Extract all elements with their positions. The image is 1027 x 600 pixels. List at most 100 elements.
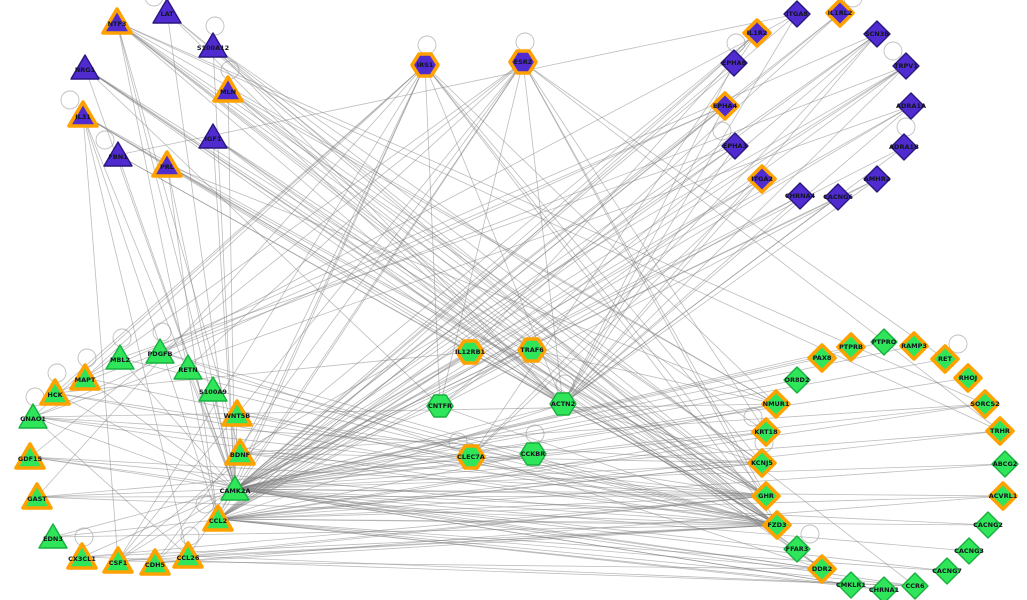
node-gnao1[interactable] bbox=[18, 403, 48, 429]
node-mbl2[interactable] bbox=[105, 344, 135, 370]
edge-hck-camk2a bbox=[54, 392, 236, 490]
triangle-node-shape bbox=[224, 438, 256, 466]
node-bdnf[interactable] bbox=[224, 438, 256, 466]
node-adra1a[interactable] bbox=[897, 92, 925, 120]
node-esr2[interactable] bbox=[508, 49, 538, 75]
node-rhoj[interactable] bbox=[953, 363, 983, 393]
edge-adra1a-actn2 bbox=[562, 105, 912, 405]
node-ramp3[interactable] bbox=[899, 331, 929, 361]
self-loop-epha3 bbox=[712, 121, 732, 141]
node-cdh5[interactable] bbox=[139, 548, 171, 576]
edge-adra1b-camk2a bbox=[234, 146, 905, 490]
edge-scn3b-clec7a bbox=[470, 33, 878, 458]
node-s100a12[interactable] bbox=[198, 32, 228, 58]
node-itga8[interactable] bbox=[783, 0, 811, 28]
node-traf6[interactable] bbox=[517, 337, 547, 363]
edge-esr2-ccl2 bbox=[217, 61, 524, 520]
node-hck[interactable] bbox=[39, 378, 71, 406]
edge-scn3b-mapt bbox=[84, 33, 878, 379]
node-ptprb[interactable] bbox=[836, 332, 866, 362]
node-cacng3[interactable] bbox=[955, 537, 983, 565]
node-irs1[interactable] bbox=[410, 52, 440, 78]
node-camk2a[interactable] bbox=[220, 475, 250, 501]
node-ccr6[interactable] bbox=[901, 572, 929, 600]
edge-itga8-actn2 bbox=[562, 13, 798, 405]
node-trhr[interactable] bbox=[985, 416, 1015, 446]
node-wnt5b[interactable] bbox=[221, 399, 253, 427]
node-ret[interactable] bbox=[930, 344, 960, 374]
node-fzd3[interactable] bbox=[762, 510, 792, 540]
triangle-node-shape bbox=[145, 338, 175, 364]
node-cacng2[interactable] bbox=[974, 511, 1002, 539]
node-actn2[interactable] bbox=[549, 392, 577, 416]
triangle-node-shape bbox=[66, 542, 98, 570]
node-il1r2[interactable] bbox=[742, 18, 772, 48]
node-abcg2[interactable] bbox=[991, 450, 1019, 478]
node-clec7a[interactable] bbox=[456, 444, 486, 470]
node-scn3b[interactable] bbox=[863, 20, 891, 48]
node-igf1[interactable] bbox=[198, 123, 228, 149]
node-cntfr[interactable] bbox=[426, 394, 454, 418]
node-retn[interactable] bbox=[173, 354, 203, 380]
node-trpv1[interactable] bbox=[892, 52, 920, 80]
hexagon-node-shape bbox=[517, 337, 547, 363]
node-mln[interactable] bbox=[212, 75, 244, 103]
node-epha3[interactable] bbox=[721, 132, 749, 160]
edge-itga2-actn2 bbox=[562, 178, 763, 405]
node-ntf3[interactable] bbox=[101, 7, 133, 35]
node-prl[interactable] bbox=[151, 150, 183, 178]
edge-clec7a-camk2a bbox=[234, 456, 472, 490]
node-epha8[interactable] bbox=[720, 49, 748, 77]
node-epha4[interactable] bbox=[710, 91, 740, 121]
node-ffar3[interactable] bbox=[783, 535, 811, 563]
edge-irs1-gnao1 bbox=[32, 64, 426, 418]
node-il1rl2[interactable] bbox=[825, 0, 855, 28]
edge-nrg1-ghr bbox=[84, 67, 767, 497]
node-cacng7[interactable] bbox=[933, 557, 961, 585]
node-edn3[interactable] bbox=[38, 523, 68, 549]
node-nmur1[interactable] bbox=[761, 389, 791, 419]
node-ghr[interactable] bbox=[751, 481, 781, 511]
edge-ccl2-ghr bbox=[217, 495, 767, 520]
node-chrna1[interactable] bbox=[870, 576, 898, 600]
edge-camk2a-ptprb bbox=[234, 346, 852, 490]
node-fbn1[interactable] bbox=[103, 141, 133, 167]
self-loop-il1rl2 bbox=[843, 0, 863, 8]
edge-prl-nmur1 bbox=[166, 164, 777, 405]
node-amhr2[interactable] bbox=[863, 165, 891, 193]
node-itga2[interactable] bbox=[747, 164, 777, 194]
node-cckbr[interactable] bbox=[519, 442, 547, 466]
node-krt18[interactable] bbox=[751, 417, 781, 447]
node-ptpro[interactable] bbox=[870, 328, 898, 356]
node-csf1[interactable] bbox=[102, 546, 134, 574]
node-nrg1[interactable] bbox=[70, 54, 100, 80]
node-cx3cl1[interactable] bbox=[66, 542, 98, 570]
node-ddr2[interactable] bbox=[807, 554, 837, 584]
edge-amhr2-actn2 bbox=[562, 178, 878, 405]
node-gast[interactable] bbox=[21, 482, 53, 510]
edge-adra1a-ccl2 bbox=[217, 105, 912, 520]
node-sorcs2[interactable] bbox=[970, 389, 1000, 419]
node-mapt[interactable] bbox=[69, 363, 101, 391]
node-lat[interactable] bbox=[152, 0, 182, 24]
node-pdgfb[interactable] bbox=[145, 338, 175, 364]
node-il31[interactable] bbox=[67, 100, 99, 128]
node-s100a9[interactable] bbox=[198, 376, 228, 402]
node-il12rb1[interactable] bbox=[455, 339, 485, 365]
node-cacng6[interactable] bbox=[824, 183, 852, 211]
node-or8d2[interactable] bbox=[783, 366, 811, 394]
edge-hck-fzd3 bbox=[54, 392, 778, 526]
hexagon-node-shape bbox=[519, 442, 547, 466]
node-acvrl1[interactable] bbox=[988, 481, 1018, 511]
node-ccl2[interactable] bbox=[202, 504, 234, 532]
node-pax8[interactable] bbox=[807, 343, 837, 373]
node-kcnj5[interactable] bbox=[747, 448, 777, 478]
node-gdf15[interactable] bbox=[14, 442, 46, 470]
edge-il12rb1-camk2a bbox=[234, 351, 471, 490]
node-cmklr1[interactable] bbox=[837, 571, 865, 599]
hexagon-node-shape bbox=[508, 49, 538, 75]
node-ccl26[interactable] bbox=[172, 541, 204, 569]
node-adra1b[interactable] bbox=[890, 133, 918, 161]
node-chrna4[interactable] bbox=[786, 182, 814, 210]
